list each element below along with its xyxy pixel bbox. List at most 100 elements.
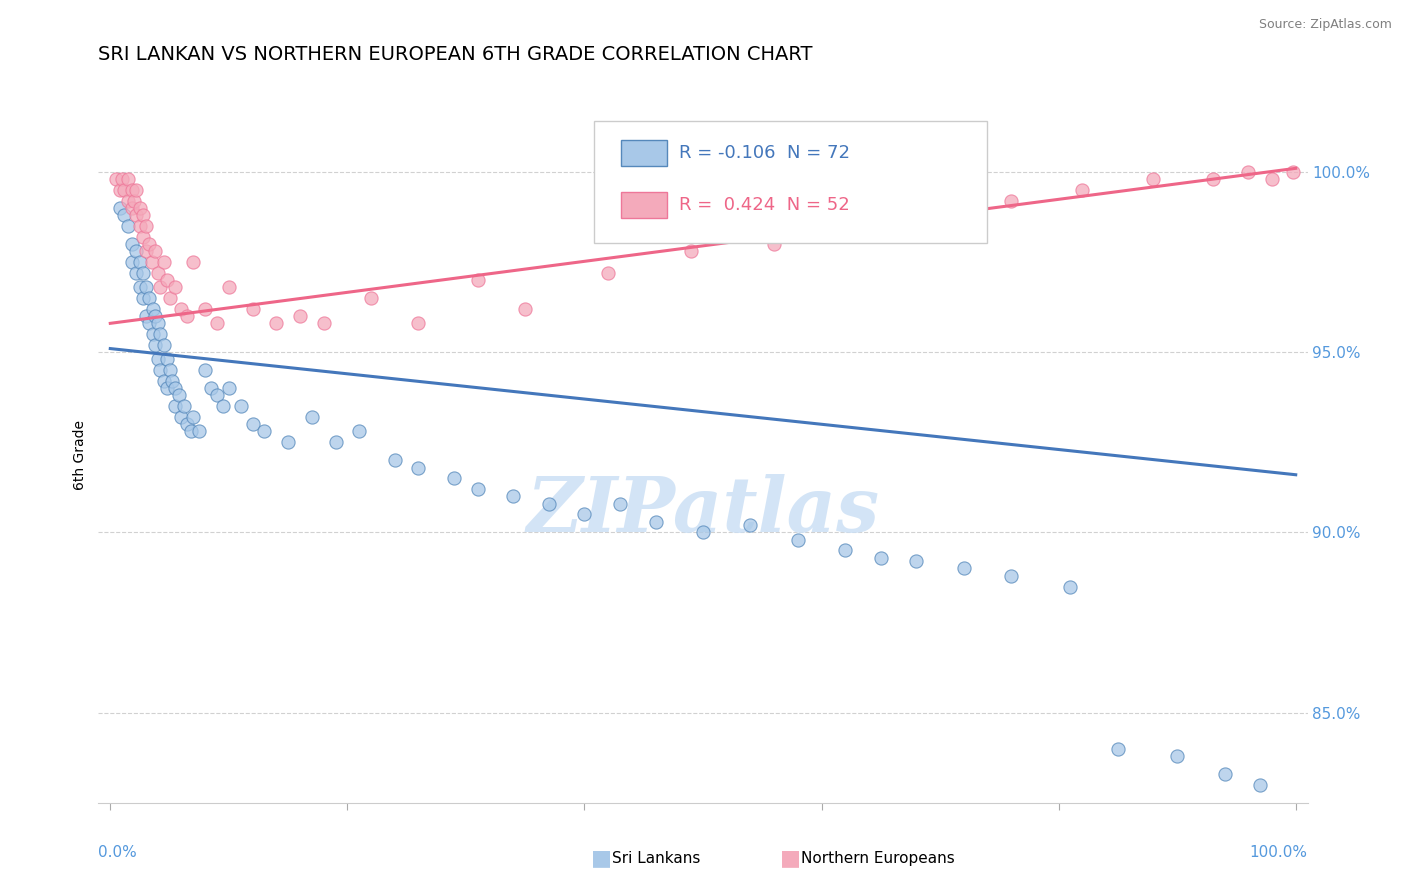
Point [194, 363, 217, 377]
FancyBboxPatch shape [595, 121, 987, 243]
Point [1000, 568, 1022, 582]
Point [117, 194, 139, 208]
Point [288, 309, 311, 323]
Point [132, 229, 155, 244]
Point [165, 399, 187, 413]
Point [125, 266, 148, 280]
Point [108, 201, 131, 215]
Point [129, 219, 152, 233]
Point [253, 425, 276, 439]
Point [301, 410, 323, 425]
Point [194, 301, 217, 316]
Point [149, 327, 172, 342]
Point [135, 280, 157, 294]
Point [609, 497, 631, 511]
Point [156, 381, 179, 395]
Point [159, 363, 181, 377]
Point [149, 363, 172, 377]
Point [142, 301, 165, 316]
Point [125, 183, 148, 197]
Text: ■: ■ [780, 848, 801, 868]
Point [929, 201, 952, 215]
Point [165, 280, 187, 294]
Point [138, 237, 160, 252]
Point [467, 482, 489, 496]
Point [834, 543, 856, 558]
Point [188, 425, 211, 439]
Point [108, 183, 131, 197]
Y-axis label: 6th Grade: 6th Grade [73, 420, 87, 490]
Point [121, 183, 143, 197]
Point [347, 425, 370, 439]
Text: SRI LANKAN VS NORTHERN EUROPEAN 6TH GRADE CORRELATION CHART: SRI LANKAN VS NORTHERN EUROPEAN 6TH GRAD… [98, 45, 813, 63]
Point [143, 338, 166, 352]
Point [122, 194, 145, 208]
Point [869, 550, 891, 565]
Point [152, 255, 174, 269]
Point [132, 208, 155, 222]
Point [121, 237, 143, 252]
Point [146, 316, 169, 330]
Point [325, 435, 347, 450]
Point [644, 515, 666, 529]
Point [152, 338, 174, 352]
Point [132, 266, 155, 280]
Point [132, 291, 155, 305]
Point [121, 201, 143, 215]
Point [143, 309, 166, 323]
Point [1202, 172, 1225, 186]
Text: Source: ZipAtlas.com: Source: ZipAtlas.com [1258, 18, 1392, 31]
Point [180, 425, 202, 439]
Point [117, 172, 139, 186]
Point [165, 381, 187, 395]
Point [170, 410, 193, 425]
Point [467, 273, 489, 287]
Point [125, 208, 148, 222]
Point [1237, 165, 1260, 179]
Point [681, 244, 703, 259]
Point [156, 273, 179, 287]
Point [129, 255, 152, 269]
Point [138, 316, 160, 330]
Point [152, 374, 174, 388]
Point [181, 255, 204, 269]
Text: 0.0%: 0.0% [98, 845, 138, 860]
Point [598, 266, 620, 280]
Point [205, 316, 228, 330]
Point [692, 525, 714, 540]
Point [360, 291, 382, 305]
Point [129, 201, 152, 215]
Point [277, 435, 299, 450]
Point [443, 471, 465, 485]
Point [159, 291, 181, 305]
Point [141, 255, 163, 269]
Point [167, 388, 190, 402]
Point [114, 183, 136, 197]
Point [129, 280, 152, 294]
Point [740, 518, 762, 533]
Point [264, 316, 287, 330]
Point [1213, 767, 1236, 781]
Point [537, 497, 560, 511]
Point [176, 417, 198, 432]
Point [1059, 580, 1081, 594]
Text: ■: ■ [591, 848, 612, 868]
Point [242, 417, 264, 432]
Point [142, 327, 165, 342]
Point [143, 244, 166, 259]
Text: 100.0%: 100.0% [1250, 845, 1308, 860]
Point [242, 301, 264, 316]
Text: R =  0.424  N = 52: R = 0.424 N = 52 [679, 196, 849, 214]
Point [138, 291, 160, 305]
Text: Sri Lankans: Sri Lankans [612, 851, 700, 865]
Point [1142, 172, 1164, 186]
Point [218, 280, 240, 294]
Point [515, 301, 537, 316]
Point [117, 219, 139, 233]
Bar [621, 140, 666, 166]
Text: Northern Europeans: Northern Europeans [801, 851, 955, 865]
Point [176, 309, 198, 323]
Point [156, 352, 179, 367]
Point [173, 399, 195, 413]
Text: R = -0.106  N = 72: R = -0.106 N = 72 [679, 144, 849, 162]
